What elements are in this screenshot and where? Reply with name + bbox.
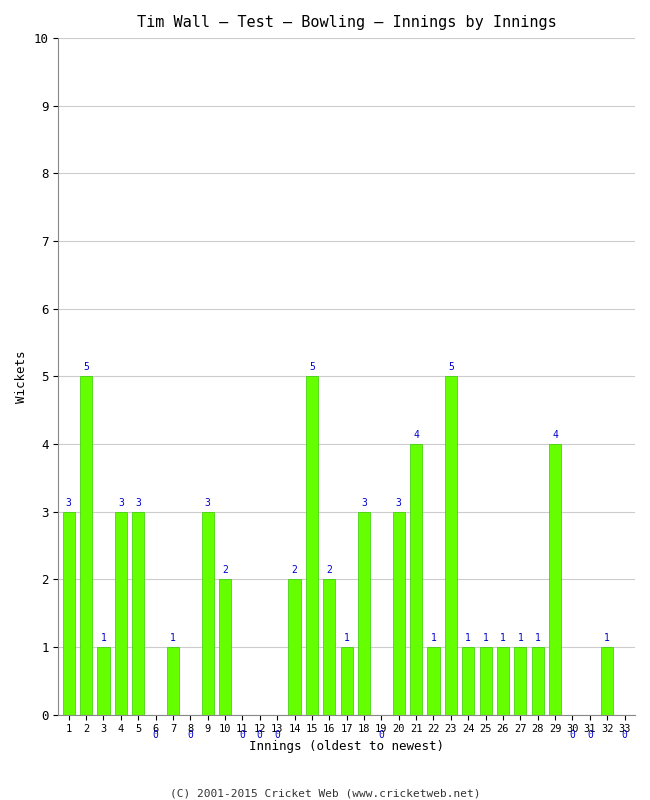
Text: 1: 1 [517, 633, 523, 643]
Text: 2: 2 [292, 566, 298, 575]
Text: 2: 2 [326, 566, 332, 575]
Text: 1: 1 [344, 633, 350, 643]
Text: 1: 1 [101, 633, 107, 643]
Text: 0: 0 [621, 730, 627, 741]
Text: 0: 0 [187, 730, 193, 741]
Text: 3: 3 [396, 498, 402, 508]
Text: (C) 2001-2015 Cricket Web (www.cricketweb.net): (C) 2001-2015 Cricket Web (www.cricketwe… [170, 788, 480, 798]
Bar [549, 444, 561, 714]
Text: 3: 3 [118, 498, 124, 508]
Bar [480, 647, 491, 714]
Title: Tim Wall – Test – Bowling – Innings by Innings: Tim Wall – Test – Bowling – Innings by I… [136, 15, 556, 30]
Bar [167, 647, 179, 714]
Text: 5: 5 [309, 362, 315, 372]
Text: 5: 5 [448, 362, 454, 372]
Text: 4: 4 [413, 430, 419, 440]
Text: 1: 1 [430, 633, 436, 643]
Text: 0: 0 [587, 730, 593, 741]
Bar [62, 512, 75, 714]
Text: 3: 3 [205, 498, 211, 508]
Bar [428, 647, 439, 714]
Bar [132, 512, 144, 714]
Text: 5: 5 [83, 362, 89, 372]
Text: 3: 3 [135, 498, 141, 508]
Text: 0: 0 [274, 730, 280, 741]
Bar [462, 647, 474, 714]
Bar [115, 512, 127, 714]
Text: 1: 1 [535, 633, 541, 643]
Bar [497, 647, 509, 714]
Text: 1: 1 [604, 633, 610, 643]
Bar [514, 647, 526, 714]
Text: 3: 3 [66, 498, 72, 508]
Bar [289, 579, 300, 714]
Text: 4: 4 [552, 430, 558, 440]
Bar [306, 377, 318, 714]
Bar [601, 647, 614, 714]
Bar [341, 647, 353, 714]
Bar [202, 512, 214, 714]
X-axis label: Innings (oldest to newest): Innings (oldest to newest) [249, 740, 444, 753]
Bar [532, 647, 544, 714]
Text: 3: 3 [361, 498, 367, 508]
Bar [410, 444, 422, 714]
Text: 0: 0 [569, 730, 575, 741]
Bar [219, 579, 231, 714]
Text: 0: 0 [257, 730, 263, 741]
Bar [80, 377, 92, 714]
Bar [445, 377, 457, 714]
Text: 1: 1 [170, 633, 176, 643]
Text: 0: 0 [378, 730, 384, 741]
Bar [323, 579, 335, 714]
Bar [98, 647, 109, 714]
Y-axis label: Wickets: Wickets [15, 350, 28, 402]
Bar [393, 512, 405, 714]
Bar [358, 512, 370, 714]
Text: 1: 1 [500, 633, 506, 643]
Text: 0: 0 [153, 730, 159, 741]
Text: 2: 2 [222, 566, 228, 575]
Text: 1: 1 [483, 633, 489, 643]
Text: 0: 0 [239, 730, 245, 741]
Text: 1: 1 [465, 633, 471, 643]
